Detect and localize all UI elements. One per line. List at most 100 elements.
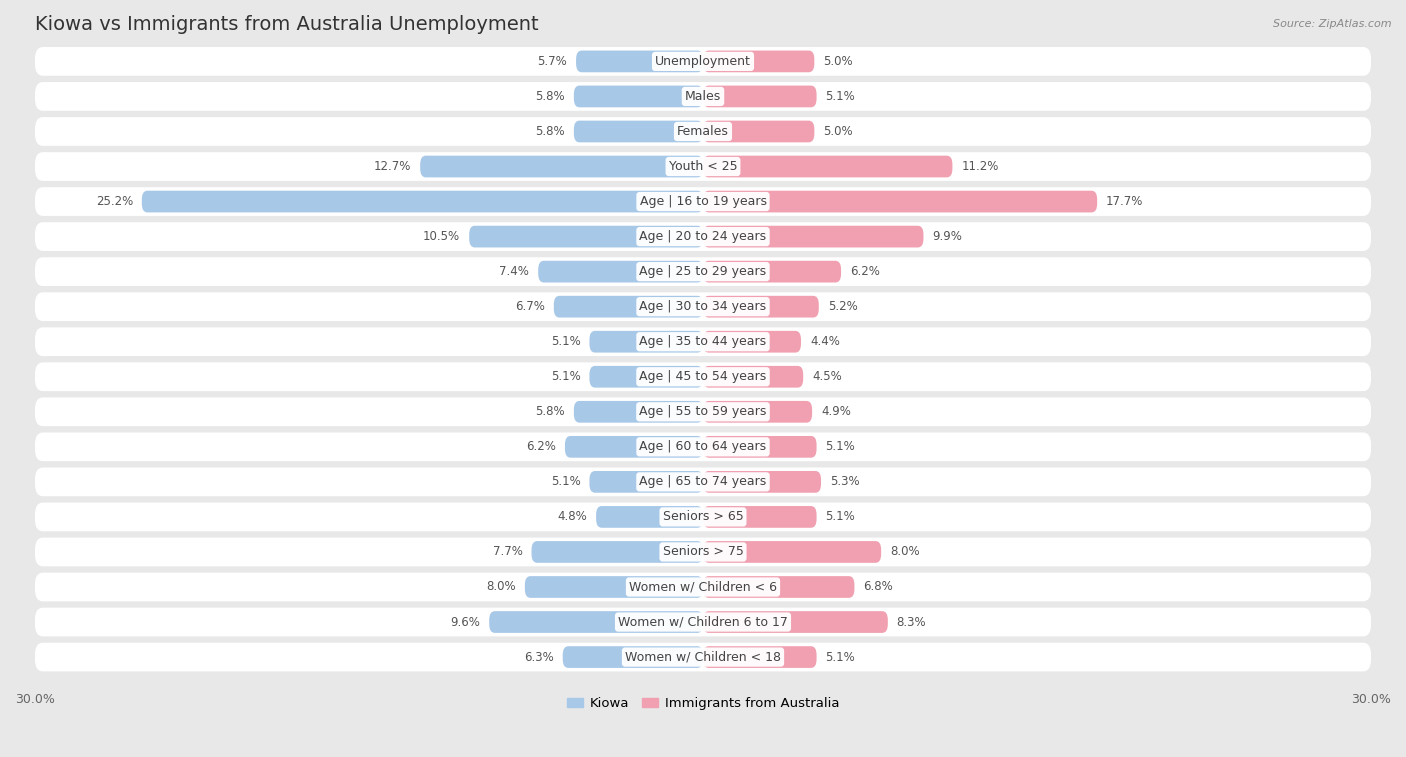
Text: 5.2%: 5.2%: [828, 301, 858, 313]
FancyBboxPatch shape: [562, 646, 703, 668]
Text: 7.7%: 7.7%: [492, 546, 523, 559]
Text: Seniors > 75: Seniors > 75: [662, 546, 744, 559]
Text: 8.3%: 8.3%: [897, 615, 927, 628]
FancyBboxPatch shape: [589, 471, 703, 493]
Text: Kiowa vs Immigrants from Australia Unemployment: Kiowa vs Immigrants from Australia Unemp…: [35, 15, 538, 34]
Text: Youth < 25: Youth < 25: [669, 160, 737, 173]
Text: Age | 25 to 29 years: Age | 25 to 29 years: [640, 265, 766, 278]
FancyBboxPatch shape: [35, 608, 1371, 637]
Text: Age | 30 to 34 years: Age | 30 to 34 years: [640, 301, 766, 313]
FancyBboxPatch shape: [35, 468, 1371, 497]
Text: 6.7%: 6.7%: [515, 301, 546, 313]
FancyBboxPatch shape: [703, 471, 821, 493]
FancyBboxPatch shape: [703, 646, 817, 668]
Text: Age | 16 to 19 years: Age | 16 to 19 years: [640, 195, 766, 208]
Text: 5.8%: 5.8%: [536, 125, 565, 138]
FancyBboxPatch shape: [35, 223, 1371, 251]
Text: Age | 55 to 59 years: Age | 55 to 59 years: [640, 405, 766, 419]
FancyBboxPatch shape: [589, 366, 703, 388]
Text: Males: Males: [685, 90, 721, 103]
Text: 4.4%: 4.4%: [810, 335, 839, 348]
FancyBboxPatch shape: [703, 541, 882, 562]
Text: 5.0%: 5.0%: [824, 125, 853, 138]
Text: 6.8%: 6.8%: [863, 581, 893, 593]
FancyBboxPatch shape: [142, 191, 703, 213]
Text: Age | 20 to 24 years: Age | 20 to 24 years: [640, 230, 766, 243]
FancyBboxPatch shape: [703, 120, 814, 142]
FancyBboxPatch shape: [420, 156, 703, 177]
Text: 12.7%: 12.7%: [374, 160, 412, 173]
Text: 6.2%: 6.2%: [526, 441, 555, 453]
FancyBboxPatch shape: [703, 260, 841, 282]
Text: 5.1%: 5.1%: [551, 370, 581, 383]
FancyBboxPatch shape: [574, 120, 703, 142]
FancyBboxPatch shape: [35, 572, 1371, 601]
Text: 5.1%: 5.1%: [551, 335, 581, 348]
FancyBboxPatch shape: [703, 506, 817, 528]
Text: 4.9%: 4.9%: [821, 405, 851, 419]
Text: 4.8%: 4.8%: [557, 510, 588, 523]
FancyBboxPatch shape: [35, 47, 1371, 76]
Text: Source: ZipAtlas.com: Source: ZipAtlas.com: [1274, 19, 1392, 29]
FancyBboxPatch shape: [35, 397, 1371, 426]
Text: Women w/ Children 6 to 17: Women w/ Children 6 to 17: [619, 615, 787, 628]
FancyBboxPatch shape: [703, 296, 818, 317]
Text: 4.5%: 4.5%: [813, 370, 842, 383]
FancyBboxPatch shape: [703, 331, 801, 353]
FancyBboxPatch shape: [35, 82, 1371, 111]
Text: 11.2%: 11.2%: [962, 160, 998, 173]
FancyBboxPatch shape: [576, 51, 703, 72]
FancyBboxPatch shape: [703, 611, 887, 633]
Text: 8.0%: 8.0%: [486, 581, 516, 593]
FancyBboxPatch shape: [703, 401, 813, 422]
FancyBboxPatch shape: [35, 292, 1371, 321]
FancyBboxPatch shape: [35, 257, 1371, 286]
Text: 5.8%: 5.8%: [536, 90, 565, 103]
Text: 8.0%: 8.0%: [890, 546, 920, 559]
Text: 5.1%: 5.1%: [825, 650, 855, 664]
FancyBboxPatch shape: [703, 191, 1097, 213]
Text: 5.1%: 5.1%: [825, 510, 855, 523]
FancyBboxPatch shape: [565, 436, 703, 458]
FancyBboxPatch shape: [596, 506, 703, 528]
FancyBboxPatch shape: [554, 296, 703, 317]
FancyBboxPatch shape: [470, 226, 703, 248]
Text: Women w/ Children < 6: Women w/ Children < 6: [628, 581, 778, 593]
FancyBboxPatch shape: [703, 226, 924, 248]
FancyBboxPatch shape: [35, 537, 1371, 566]
Text: 5.1%: 5.1%: [551, 475, 581, 488]
Text: 5.7%: 5.7%: [537, 55, 567, 68]
Text: Seniors > 65: Seniors > 65: [662, 510, 744, 523]
Text: 5.1%: 5.1%: [825, 441, 855, 453]
FancyBboxPatch shape: [703, 156, 952, 177]
Legend: Kiowa, Immigrants from Australia: Kiowa, Immigrants from Australia: [561, 692, 845, 715]
FancyBboxPatch shape: [538, 260, 703, 282]
FancyBboxPatch shape: [531, 541, 703, 562]
FancyBboxPatch shape: [574, 401, 703, 422]
FancyBboxPatch shape: [703, 436, 817, 458]
Text: 25.2%: 25.2%: [96, 195, 134, 208]
FancyBboxPatch shape: [524, 576, 703, 598]
FancyBboxPatch shape: [703, 86, 817, 107]
FancyBboxPatch shape: [35, 432, 1371, 461]
Text: Age | 45 to 54 years: Age | 45 to 54 years: [640, 370, 766, 383]
FancyBboxPatch shape: [35, 187, 1371, 216]
Text: 5.0%: 5.0%: [824, 55, 853, 68]
FancyBboxPatch shape: [703, 51, 814, 72]
Text: 17.7%: 17.7%: [1107, 195, 1143, 208]
Text: Age | 35 to 44 years: Age | 35 to 44 years: [640, 335, 766, 348]
FancyBboxPatch shape: [35, 117, 1371, 146]
Text: 5.1%: 5.1%: [825, 90, 855, 103]
Text: Women w/ Children < 18: Women w/ Children < 18: [626, 650, 780, 664]
Text: 9.9%: 9.9%: [932, 230, 962, 243]
Text: Unemployment: Unemployment: [655, 55, 751, 68]
Text: Age | 65 to 74 years: Age | 65 to 74 years: [640, 475, 766, 488]
Text: 5.3%: 5.3%: [830, 475, 859, 488]
FancyBboxPatch shape: [589, 331, 703, 353]
Text: 10.5%: 10.5%: [423, 230, 460, 243]
FancyBboxPatch shape: [35, 152, 1371, 181]
Text: 6.2%: 6.2%: [851, 265, 880, 278]
FancyBboxPatch shape: [35, 327, 1371, 356]
Text: 9.6%: 9.6%: [450, 615, 481, 628]
Text: Age | 60 to 64 years: Age | 60 to 64 years: [640, 441, 766, 453]
